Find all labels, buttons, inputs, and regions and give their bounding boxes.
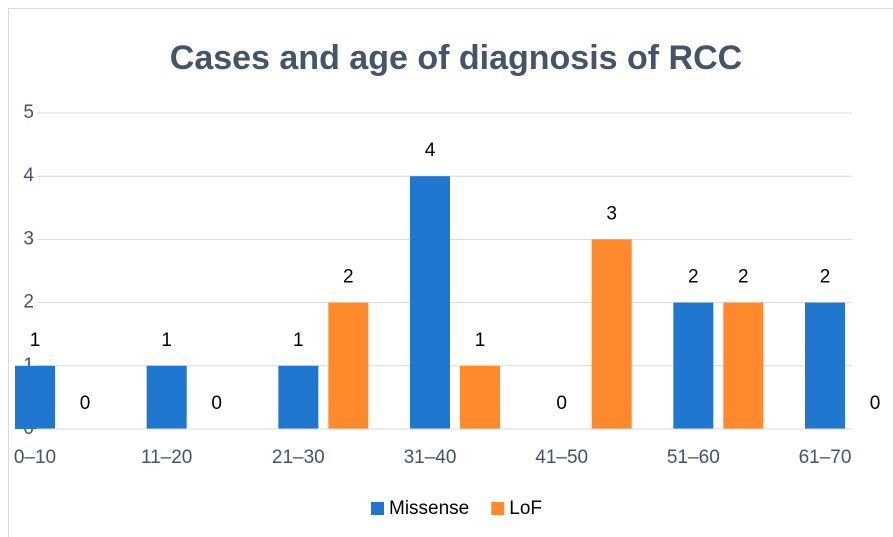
x-tick-label: 61–70 — [799, 447, 852, 468]
data-label: 0 — [80, 393, 91, 414]
y-tick-label: 4 — [23, 165, 34, 186]
bar — [723, 302, 764, 429]
data-label: 2 — [820, 267, 831, 288]
bar — [328, 302, 369, 429]
legend-swatch — [491, 502, 505, 515]
data-label: 1 — [293, 330, 304, 351]
data-label: 2 — [688, 267, 699, 288]
y-tick-label: 3 — [23, 228, 34, 249]
chart-border — [8, 8, 893, 537]
data-label: 4 — [425, 140, 436, 161]
x-tick-label: 21–30 — [272, 447, 325, 468]
x-tick-label: 51–60 — [667, 447, 720, 468]
data-label: 0 — [870, 393, 881, 414]
bar — [673, 302, 714, 429]
data-label: 1 — [161, 330, 172, 351]
legend-swatch — [371, 502, 384, 515]
y-tick-label: 1 — [23, 355, 34, 376]
legend-label: Missense — [389, 498, 469, 519]
data-label: 2 — [738, 267, 749, 288]
bar — [146, 365, 187, 429]
data-label: 2 — [343, 267, 354, 288]
chart-title: Cases and age of diagnosis of RCC — [170, 39, 742, 77]
legend-label: LoF — [509, 498, 542, 519]
data-label: 1 — [475, 330, 486, 351]
bar — [805, 302, 846, 429]
x-tick-label: 31–40 — [404, 447, 457, 468]
data-label: 3 — [606, 203, 617, 224]
data-label: 0 — [556, 393, 567, 414]
data-label: 1 — [30, 330, 41, 351]
bar — [591, 239, 632, 429]
bar — [410, 176, 451, 429]
y-tick-label: 2 — [23, 292, 34, 313]
x-tick-label: 11–20 — [141, 447, 192, 468]
bar — [460, 365, 501, 429]
bar — [15, 365, 55, 429]
bar — [278, 365, 319, 429]
data-label: 0 — [211, 393, 222, 414]
x-tick-label: 0–10 — [14, 447, 56, 468]
x-tick-label: 41–50 — [535, 447, 588, 468]
y-tick-label: 5 — [23, 102, 34, 123]
